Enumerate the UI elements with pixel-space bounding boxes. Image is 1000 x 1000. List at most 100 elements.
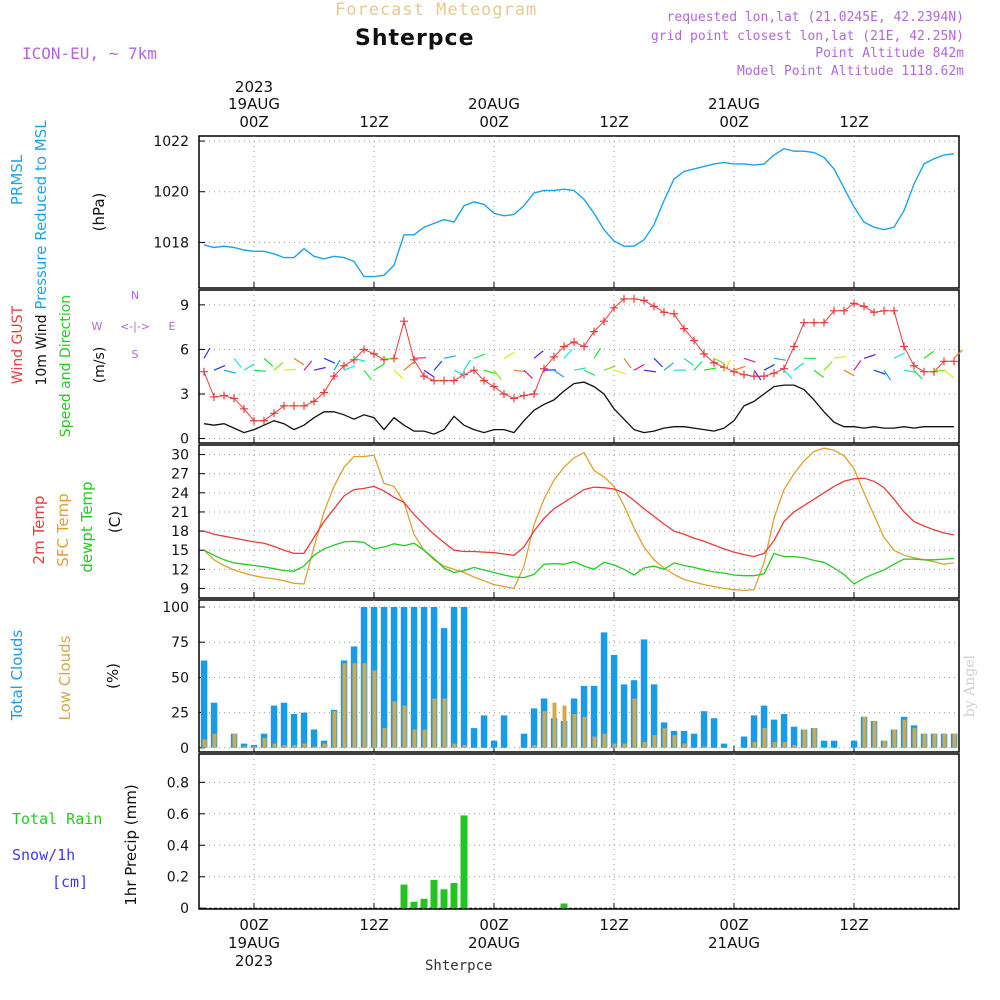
bottom-date-label: 20AUG (468, 934, 520, 952)
wind-arrow (453, 369, 466, 376)
gust-marker (310, 397, 318, 406)
gust-marker (860, 302, 868, 311)
low-clouds-bar (292, 745, 297, 748)
total-clouds-bar (820, 740, 828, 748)
y-tick-label: 9 (180, 298, 189, 314)
gust-marker (730, 367, 738, 376)
wind-arrow (393, 369, 404, 379)
y-tick-label: 0.2 (167, 870, 189, 886)
wind-arrow (313, 366, 326, 371)
gust-marker (470, 366, 478, 375)
gust-marker (770, 369, 778, 378)
bottom-time-tick-label: 00Z (239, 916, 268, 934)
pressure-label-1: PRMSL (8, 154, 26, 205)
bottom-date-label: 21AUG (708, 934, 760, 952)
compass-south: S (132, 348, 139, 361)
gust-marker (700, 349, 708, 358)
panel-frame-3 (198, 444, 960, 599)
low-clouds-bar (702, 746, 707, 748)
low-clouds-bar (372, 670, 377, 748)
low-clouds-bar (452, 743, 457, 748)
y-tick-label: 0 (180, 432, 189, 448)
y-tick-label: 75 (171, 635, 189, 651)
wind-arrow (943, 369, 954, 379)
low-clouds-bar (912, 728, 917, 748)
compass-east: E (169, 320, 176, 333)
wind-arrow (793, 362, 804, 371)
wind-arrow (213, 364, 226, 371)
wind-arrow (333, 359, 341, 371)
compass-arrows: <-|-> (120, 320, 150, 333)
gust-marker (870, 308, 878, 317)
low-clouds-bar (412, 729, 417, 748)
low-clouds-bar (792, 745, 797, 748)
gust-marker (230, 394, 238, 403)
panel-frame-5 (198, 753, 960, 910)
legend-snow-unit: [cm] (52, 873, 89, 891)
total-clouds-bar (530, 708, 538, 748)
total-clouds-bar (850, 740, 858, 748)
low-clouds-bar (652, 735, 657, 748)
low-clouds-bar (622, 743, 627, 748)
wind-10m-label: 10m Wind (34, 314, 50, 385)
gust-marker (890, 306, 898, 315)
gust-marker (240, 404, 248, 413)
gust-marker (830, 306, 838, 315)
wind-arrow (813, 369, 824, 378)
wind-arrow (613, 369, 626, 375)
total-clouds-bar (720, 743, 728, 748)
dewpt-temp-label: dewpt Temp (78, 481, 96, 572)
compass-west: W (92, 320, 103, 333)
y-tick-label: 21 (171, 505, 189, 521)
wind-arrow (783, 369, 793, 380)
wind-arrow (263, 357, 274, 367)
total-clouds-bar (310, 729, 318, 748)
total-clouds-bar (470, 728, 478, 748)
gust-marker (850, 299, 858, 308)
low-clouds-bar (902, 719, 907, 748)
gust-marker (360, 345, 368, 354)
total-clouds-bar (420, 607, 428, 748)
wind-speed-dir-label: Speed and Direction (58, 295, 74, 437)
wind-arrow (723, 359, 732, 371)
total-clouds-bar (410, 607, 418, 748)
gust-marker (810, 318, 818, 327)
wind-arrow (893, 352, 905, 359)
watermark: by Angel (962, 655, 978, 718)
wind-arrow (633, 363, 645, 371)
wind-arrow (693, 361, 703, 371)
low-clouds-bar (752, 742, 757, 748)
wind-arrow (483, 369, 496, 375)
wind-arrow (953, 349, 963, 359)
bottom-time-tick-label: 00Z (719, 916, 748, 934)
bottom-time-tick-label: 12Z (839, 916, 868, 934)
gust-marker (690, 336, 698, 345)
y-tick-label: 3 (180, 387, 189, 403)
low-clouds-bar (672, 735, 677, 748)
y-tick-label: 30 (171, 448, 189, 464)
total-clouds-bar (640, 639, 648, 748)
wind-arrow (623, 357, 632, 369)
top-year-label: 2023 (235, 78, 273, 96)
low-clouds-bar (932, 733, 937, 748)
wind-arrow (913, 369, 923, 380)
footer-place: Shterpce (425, 958, 493, 974)
low-clouds-bar (762, 728, 767, 748)
clouds-unit: (%) (104, 663, 122, 689)
low-clouds-bar (682, 743, 687, 748)
total-clouds-label: Total Clouds (8, 630, 26, 722)
y-tick-label: 12 (171, 562, 189, 578)
wind-arrow (593, 347, 602, 359)
gust-marker (270, 409, 278, 418)
panel-frame-2 (198, 289, 960, 444)
rain-bar (440, 889, 448, 909)
rain-bar (410, 901, 418, 909)
y-tick-label: 27 (171, 467, 189, 483)
bottom-date-label: 19AUG (228, 934, 280, 952)
y-tick-label: 9 (180, 581, 189, 597)
wind-arrow (363, 369, 372, 381)
wind-arrow (463, 359, 471, 371)
rain-bar (460, 815, 468, 909)
total-clouds-bar (480, 715, 488, 748)
wind-arrow (303, 360, 313, 371)
